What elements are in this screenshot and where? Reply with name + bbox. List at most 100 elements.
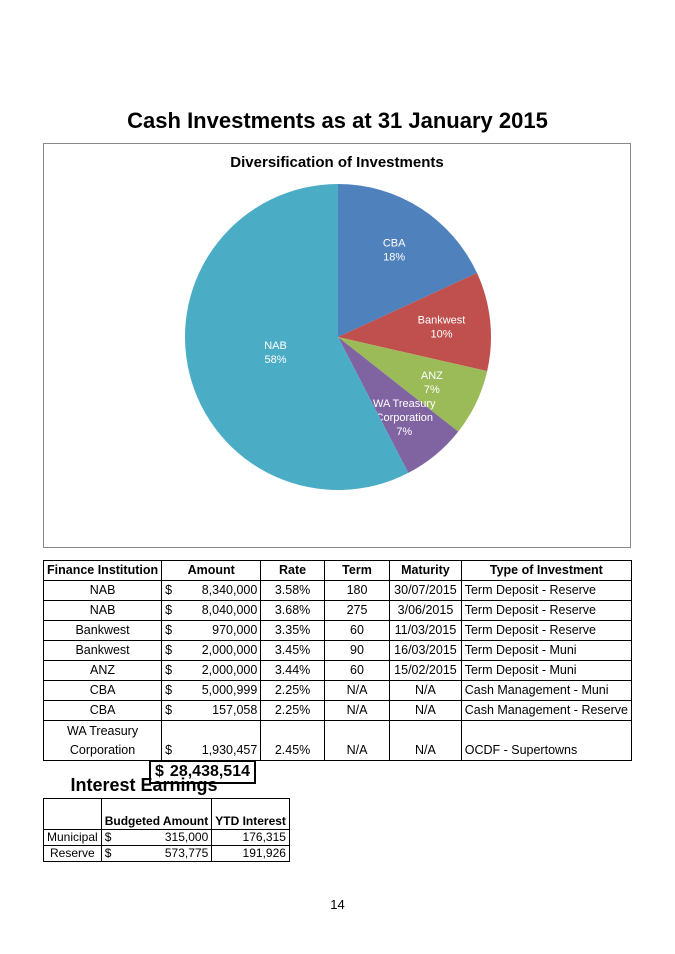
interest-title: Interest Earnings [70, 775, 218, 795]
currency: $ [165, 683, 173, 697]
pie-slice-wa-treasury-corporation [338, 337, 459, 473]
currency: $ [165, 623, 173, 637]
cell-amount: $2,000,000 [161, 640, 262, 661]
table-header-row: Finance Institution Amount Rate Term Mat… [42, 560, 633, 581]
pie-label-line: NAB [264, 340, 287, 352]
cell-label: Municipal [43, 829, 102, 846]
cell-budget: $573,775 [100, 845, 213, 862]
cell-institution: Bankwest [42, 640, 163, 661]
cell-ytd: 191,926 [211, 845, 290, 862]
interest-table: Budgeted Amount YTD Interest Municipal $… [43, 798, 290, 862]
pie-label-line: 7% [396, 426, 412, 438]
cell-type: Term Deposit - Muni [460, 640, 633, 661]
pie-label-line: WA Treasury [373, 398, 436, 410]
cell-institution: NAB [42, 600, 163, 621]
cell-type: Term Deposit - Reserve [460, 620, 633, 641]
amount: 8,340,000 [201, 583, 258, 597]
pie-label: WA Treasury Corporation 7% [373, 398, 436, 438]
cell-type: Cash Management - Reserve [460, 700, 633, 721]
amount: 1,930,457 [201, 743, 258, 757]
cell-rate: 2.25% [260, 700, 325, 721]
cell-maturity: N/A [389, 680, 462, 701]
pie-label: ANZ 7% [421, 370, 443, 396]
page-title: Cash Investments as at 31 January 2015 [127, 108, 548, 133]
cell-amount: $8,040,000 [161, 600, 262, 621]
cell-rate: 2.25% [260, 680, 325, 701]
chart-title: Diversification of Investments [230, 154, 444, 171]
institution-line: WA Treasury [67, 723, 139, 738]
currency: $ [104, 830, 112, 844]
cell-maturity: 30/07/2015 [389, 580, 462, 601]
header-institution: Finance Institution [42, 560, 163, 581]
pie-label: CBA 18% [383, 237, 406, 263]
cell-term: 180 [323, 580, 391, 601]
header-budget: Budgeted Amount [100, 798, 213, 830]
cell-type: Term Deposit - Muni [460, 660, 633, 681]
table-row: CBA $5,000,999 2.25% N/A N/A Cash Manage… [42, 680, 633, 701]
currency: $ [104, 846, 112, 860]
page-number: 14 [330, 897, 345, 912]
table-row: NAB $8,340,000 3.58% 180 30/07/2015 Term… [42, 580, 633, 601]
cell-type: OCDF - Supertowns [460, 720, 633, 761]
table-row: WA Treasury Corporation $1,930,457 2.45% … [42, 720, 633, 761]
pie-label: NAB 58% [264, 340, 287, 366]
cell-rate: 3.44% [260, 660, 325, 681]
cell-label: Reserve [43, 845, 102, 862]
pie-label-line: Bankwest [418, 314, 466, 326]
pie-label-line: CBA [383, 237, 406, 249]
cell-rate: 3.68% [260, 600, 325, 621]
cell-amount: $157,058 [161, 700, 262, 721]
cell-maturity: N/A [389, 720, 462, 761]
cell-amount: $1,930,457 [161, 720, 262, 761]
amount: 2,000,000 [201, 643, 258, 657]
cell-institution: WA Treasury Corporation [42, 720, 163, 761]
pie-slice-anz [338, 337, 488, 432]
cell-term: N/A [323, 720, 391, 761]
pie-svg: CBA 18% Bankwest 10% ANZ 7% WA Treasury Corpora… [185, 184, 491, 490]
pie-label-line: 58% [265, 354, 287, 366]
cell-ytd: 176,315 [211, 829, 290, 846]
pie-label-line: 18% [383, 251, 405, 263]
currency: $ [165, 583, 173, 597]
cell-maturity: N/A [389, 700, 462, 721]
table-row: ANZ $2,000,000 3.44% 60 15/02/2015 Term … [42, 660, 633, 681]
header-term: Term [323, 560, 391, 581]
pie-chart: Diversification of Investments CBA 18% Ban… [43, 143, 631, 548]
cell-amount: $2,000,000 [161, 660, 262, 681]
pie-label-line: 10% [430, 328, 452, 340]
cell-rate: 3.45% [260, 640, 325, 661]
cell-term: N/A [323, 680, 391, 701]
table-row: Bankwest $2,000,000 3.45% 90 16/03/2015 … [42, 640, 633, 661]
cell-amount: $5,000,999 [161, 680, 262, 701]
cell-institution: ANZ [42, 660, 163, 681]
cell-institution: CBA [42, 700, 163, 721]
total-currency: $ [155, 763, 164, 780]
table-row: NAB $8,040,000 3.68% 275 3/06/2015 Term … [42, 600, 633, 621]
interest-row: Reserve $573,775 191,926 [43, 845, 290, 862]
cell-rate: 3.35% [260, 620, 325, 641]
pie-label-line: 7% [424, 384, 440, 396]
header-ytd: YTD Interest [211, 798, 290, 830]
budget: 315,000 [164, 830, 209, 844]
cell-institution: Bankwest [42, 620, 163, 641]
cell-institution: CBA [42, 680, 163, 701]
cell-type: Term Deposit - Reserve [460, 600, 633, 621]
interest-header-row: Budgeted Amount YTD Interest [43, 798, 290, 830]
cell-term: 60 [323, 660, 391, 681]
table-row: Bankwest $970,000 3.35% 60 11/03/2015 Te… [42, 620, 633, 641]
cell-maturity: 15/02/2015 [389, 660, 462, 681]
budget: 573,775 [164, 846, 209, 860]
cell-institution: NAB [42, 580, 163, 601]
cell-amount: $8,340,000 [161, 580, 262, 601]
amount: 5,000,999 [201, 683, 258, 697]
cell-term: 60 [323, 620, 391, 641]
cell-term: 90 [323, 640, 391, 661]
cell-amount: $970,000 [161, 620, 262, 641]
cell-type: Term Deposit - Reserve [460, 580, 633, 601]
pie-slice-nab [185, 184, 409, 490]
investments-table: Finance Institution Amount Rate Term Mat… [42, 560, 633, 761]
amount: 8,040,000 [201, 603, 258, 617]
header-type: Type of Investment [460, 560, 633, 581]
currency: $ [165, 663, 173, 677]
